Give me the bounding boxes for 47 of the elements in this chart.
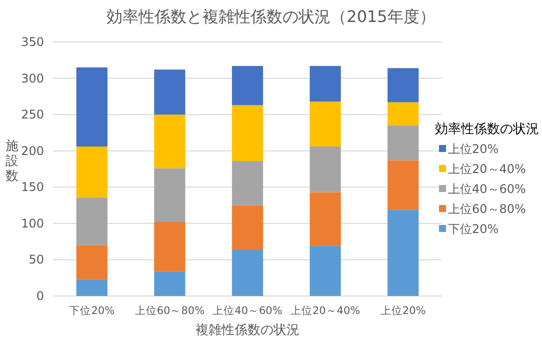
y-tick-label: 150 [21,180,44,194]
legend-label: 上位20～40% [448,162,526,176]
bar [310,192,341,246]
bar [76,146,108,198]
y-tick-label: 350 [21,35,44,49]
bar [232,250,264,296]
x-axis-title: 複雑性係数の状況 [196,323,300,338]
bar [154,271,186,296]
y-tick-label: 0 [36,289,44,303]
bar [232,161,264,206]
bar [388,68,419,102]
chart-title: 効率性係数と複雑性係数の状況（2015年度） [106,7,436,26]
bar [76,197,108,246]
bar [76,279,108,296]
x-tick-label: 上位40～60% [212,304,282,317]
bar [388,160,419,210]
bar [388,125,419,160]
y-tick-label: 250 [21,108,44,122]
y-tick-label: 200 [21,144,44,158]
y-axis-title: 施設数 [6,139,18,184]
y-tick-label: 300 [21,71,44,86]
legend-label: 上位60～80% [448,202,526,216]
x-tick-label: 上位60～80% [134,304,205,317]
bar [388,210,419,296]
x-tick-label: 下位20% [69,305,115,317]
bar [154,222,186,272]
bar [232,105,264,162]
x-tick-label: 上位20% [380,304,426,317]
legend-label: 上位40～60% [448,182,526,196]
bar [76,245,108,280]
bar [310,146,341,192]
bar [388,102,419,126]
bar [310,66,341,102]
legend-label: 上位20% [448,142,499,156]
bar [310,102,341,147]
y-tick-label: 50 [28,252,44,267]
bar [154,70,186,115]
bar [154,114,186,168]
legend-label: 下位20% [448,222,499,236]
bar [310,246,341,296]
x-tick-label: 上位20～40% [290,304,360,317]
y-tick-label: 100 [21,216,44,230]
legend-title: 効率性係数の状況 [435,121,539,137]
bar [154,168,186,222]
bar [232,205,264,250]
bar [232,66,264,106]
bar [76,67,108,147]
